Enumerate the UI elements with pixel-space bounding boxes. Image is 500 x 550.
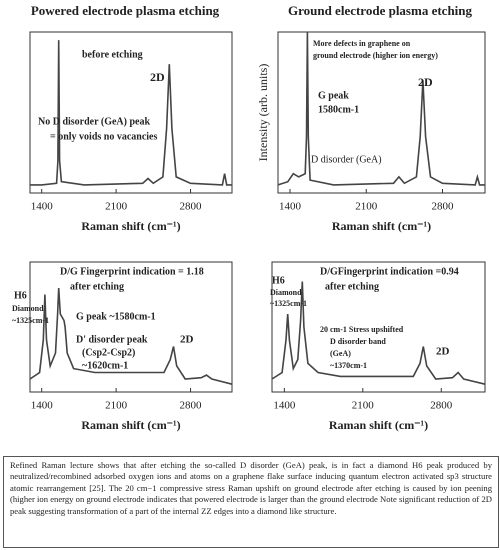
spectrum-line <box>271 281 486 385</box>
x-tick-label: 2800 <box>180 201 203 213</box>
annotation: H6 <box>272 275 285 286</box>
annotation: 1580cm-1 <box>318 104 359 115</box>
annotation: = only voids no vacancies <box>50 131 157 142</box>
annotation: ~1325cm-1 <box>12 316 49 325</box>
annotation: (Csp2-Csp2) <box>82 347 135 358</box>
annotation: Diamond <box>270 288 302 297</box>
x-tick-label: 2100 <box>105 201 128 213</box>
annotation: D disorder (GeA) <box>311 154 382 165</box>
plot-frame <box>277 31 486 194</box>
x-tick-label: 1400 <box>31 400 54 412</box>
annotation: (GeA) <box>330 349 351 358</box>
annotation: before etching <box>82 49 143 60</box>
x-tick-label: 1400 <box>273 400 296 412</box>
annotation: No D disorder (GeA) peak <box>38 116 150 127</box>
figure: Powered electrode plasma etching 1400 2100… <box>12 3 486 432</box>
spectrum-line <box>29 287 233 385</box>
annotation: 2D <box>418 75 433 89</box>
x-tick-label: 2800 <box>430 400 453 412</box>
x-tick-label: 2800 <box>180 400 203 412</box>
annotation: ground electrode (higher ion energy) <box>313 51 438 60</box>
panel-title: Ground electrode plasma etching <box>288 3 473 18</box>
x-tick-label: 2100 <box>105 400 128 412</box>
panel-title: Powered electrode plasma etching <box>31 3 220 18</box>
spectrum-line <box>30 40 232 186</box>
annotation: 20 cm-1 Stress upshifted <box>320 325 404 334</box>
annotation: after etching <box>325 281 379 292</box>
x-tick-label: 2100 <box>355 201 378 213</box>
annotation: 2D <box>436 346 450 358</box>
x-tick-label: 2800 <box>432 201 455 213</box>
x-tick-label: 1400 <box>31 201 54 213</box>
x-axis-label: Raman shift (cm⁻¹) <box>329 418 428 432</box>
annotation: H6 <box>14 290 27 301</box>
annotation: G peak <box>318 90 349 101</box>
plot-frame <box>271 261 486 393</box>
x-axis-label: Raman shift (cm⁻¹) <box>81 219 180 233</box>
annotation: ~1620cm-1 <box>82 360 128 371</box>
annotation: D disorder band <box>330 337 386 346</box>
annotation: D' disorder peak <box>76 334 148 345</box>
caption: Refined Raman lecture shows that after e… <box>3 456 499 548</box>
annotation: ~1370cm-1 <box>330 361 367 370</box>
annotation: D/G Fingerprint indication = 1.18 <box>60 266 204 277</box>
annotation: Diamond <box>12 304 44 313</box>
annotation: G peak ~1580cm-1 <box>76 311 156 322</box>
plot-frame <box>29 31 233 194</box>
annotation: after etching <box>70 281 124 292</box>
x-axis-label: Raman shift (cm⁻¹) <box>332 219 431 233</box>
y-axis-label: Intensity (arb. units) <box>256 64 270 162</box>
annotation: ~1325cm-1 <box>270 299 307 308</box>
annotation: 2D <box>150 70 165 84</box>
plot-frame <box>29 261 233 393</box>
annotation: 2D <box>180 334 194 346</box>
x-tick-label: 1400 <box>279 201 302 213</box>
x-axis-label: Raman shift (cm⁻¹) <box>81 418 180 432</box>
annotation: D/GFingerprint indication =0.94 <box>320 266 459 277</box>
spectrum-line <box>277 31 485 186</box>
x-tick-label: 2100 <box>352 400 375 412</box>
annotation: More defects in graphene on <box>313 39 411 48</box>
